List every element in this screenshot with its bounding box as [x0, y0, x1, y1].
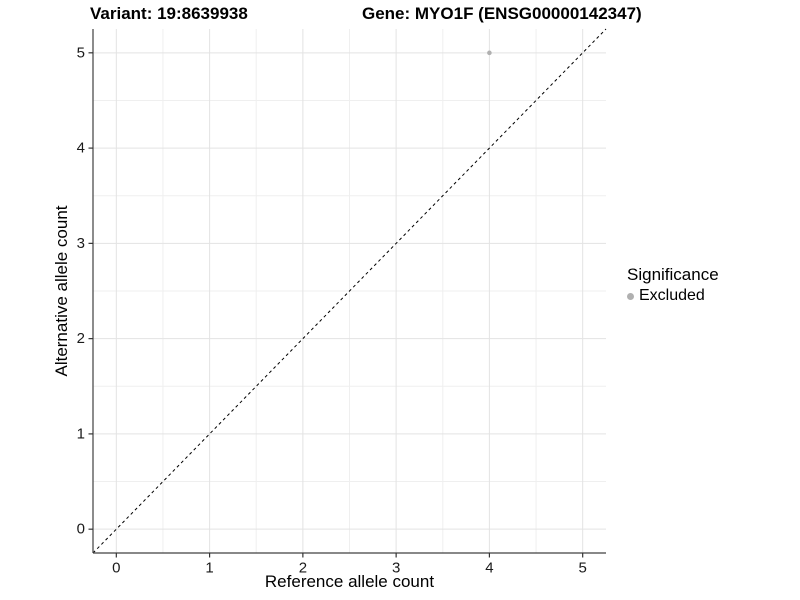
legend-item-excluded: Excluded — [627, 287, 719, 305]
y-tick-label: 4 — [77, 140, 85, 157]
identity-dashed-line — [92, 28, 607, 554]
y-tick-label: 1 — [77, 425, 85, 442]
x-tick-label: 1 — [205, 559, 213, 576]
legend: Significance Excluded — [627, 265, 719, 305]
legend-item-label: Excluded — [639, 287, 705, 304]
x-tick-label: 0 — [112, 559, 120, 576]
x-tick-label: 2 — [299, 559, 307, 576]
y-tick-label: 2 — [77, 330, 85, 347]
gene-title: Gene: MYO1F (ENSG00000142347) — [362, 4, 642, 23]
x-tick-label: 5 — [579, 559, 587, 576]
y-tick-label: 3 — [77, 235, 85, 252]
variant-title: Variant: 19:8639938 — [90, 4, 248, 23]
y-axis-label: Alternative allele count — [52, 205, 71, 377]
excluded-point-icon — [627, 292, 634, 300]
x-axis-label: Reference allele count — [264, 572, 435, 591]
y-tick-label: 5 — [77, 44, 85, 61]
y-tick-label: 0 — [77, 521, 85, 538]
x-tick-label: 3 — [392, 559, 400, 576]
data-point — [487, 50, 492, 56]
x-tick-label: 4 — [485, 559, 493, 576]
legend-title: Significance — [627, 265, 719, 284]
